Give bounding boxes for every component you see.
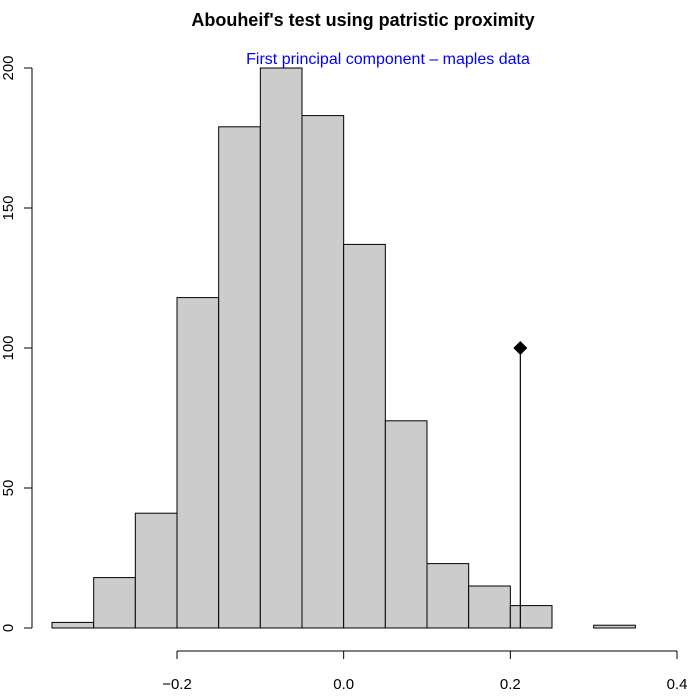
x-tick-label-2: 0.2 (500, 676, 521, 693)
histogram-bar-2 (134, 512, 178, 629)
histogram-bar-6 (301, 115, 345, 629)
observed-value-marker (513, 341, 528, 628)
histogram-bar-1 (93, 577, 136, 629)
x-tick-label-0: −0.2 (162, 676, 192, 693)
y-tick-label-2: 100 (0, 335, 17, 360)
x-tick-label-3: 0.4 (667, 676, 688, 693)
histogram-bar-10 (468, 585, 511, 629)
histogram-bar-5 (259, 67, 303, 629)
histogram-bar-3 (176, 297, 220, 629)
y-axis: 0 50 100 150 200 (0, 55, 33, 632)
y-tick-label-4: 200 (0, 55, 17, 80)
histogram-bar-0 (51, 621, 95, 629)
x-axis: −0.2 0.0 0.2 0.4 (162, 650, 688, 693)
histogram-bar-11 (509, 605, 553, 629)
chart-title: Abouheif's test using patristic proximit… (191, 10, 534, 30)
chart-subtitle: First principal component – maples data (246, 51, 530, 68)
y-tick-label-0: 0 (0, 624, 17, 632)
y-tick-label-3: 150 (0, 195, 17, 220)
x-tick-label-1: 0.0 (333, 676, 354, 693)
observed-value-diamond (513, 341, 528, 355)
histogram-bars (51, 67, 636, 629)
y-tick-label-1: 50 (0, 480, 17, 497)
histogram-bar-9 (426, 563, 470, 629)
histogram-bar-7 (343, 243, 386, 629)
histogram-bar-8 (384, 420, 428, 629)
histogram-bar-4 (218, 126, 261, 629)
histogram-bar-13 (593, 624, 636, 629)
